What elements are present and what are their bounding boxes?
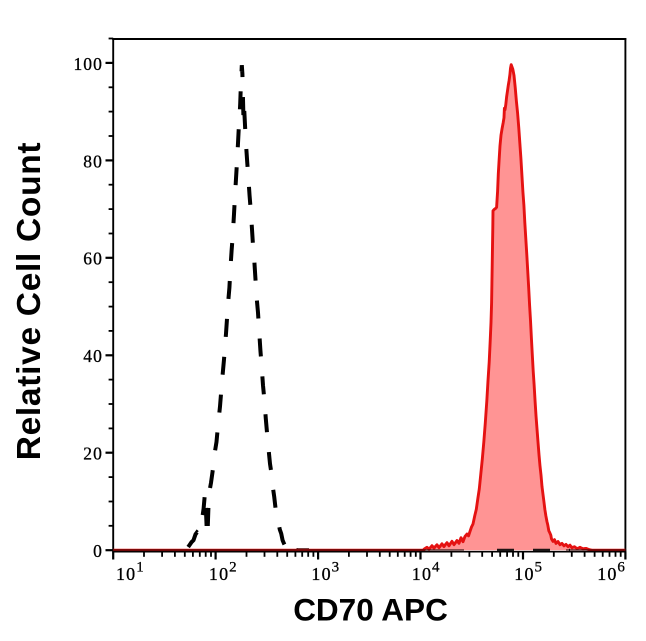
svg-text:Relative Cell Count: Relative Cell Count: [11, 142, 48, 461]
svg-text:20: 20: [83, 444, 103, 464]
svg-text:1: 1: [136, 559, 144, 575]
svg-text:10: 10: [311, 564, 331, 584]
svg-text:40: 40: [83, 346, 103, 366]
svg-text:5: 5: [535, 559, 543, 575]
svg-text:6: 6: [617, 559, 625, 575]
svg-text:10: 10: [597, 564, 617, 584]
svg-text:3: 3: [332, 559, 340, 575]
svg-text:10: 10: [514, 564, 534, 584]
svg-text:60: 60: [83, 249, 103, 269]
svg-text:100: 100: [73, 54, 103, 74]
svg-text:80: 80: [83, 151, 103, 171]
svg-text:2: 2: [229, 559, 237, 575]
svg-text:10: 10: [116, 564, 136, 584]
svg-text:10: 10: [209, 564, 229, 584]
svg-text:CD70 APC: CD70 APC: [293, 591, 448, 627]
svg-text:0: 0: [93, 541, 103, 561]
svg-text:4: 4: [432, 559, 440, 575]
svg-text:10: 10: [412, 564, 432, 584]
